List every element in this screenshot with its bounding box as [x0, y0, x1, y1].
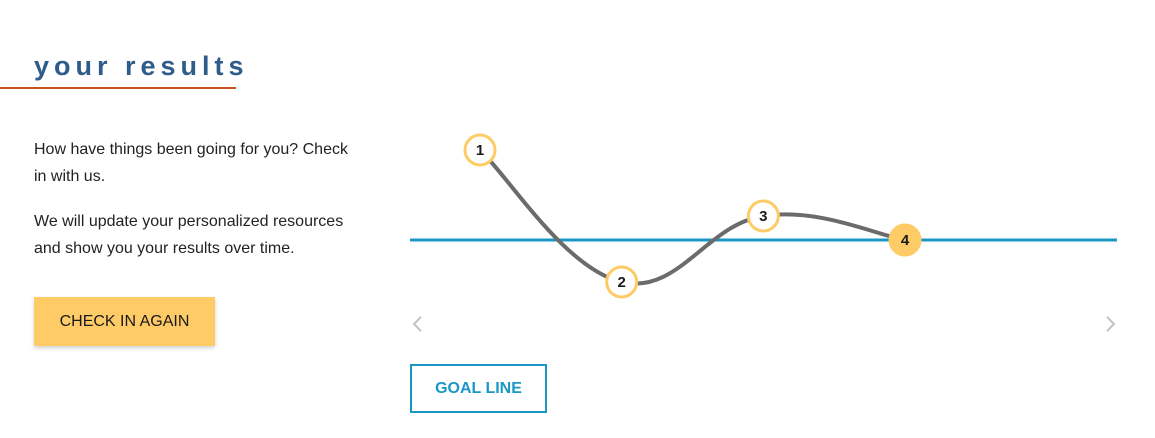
carousel-prev-button[interactable]	[407, 310, 429, 338]
intro-paragraph-1: How have things been going for you? Chec…	[34, 141, 348, 185]
chevron-right-icon	[1106, 316, 1116, 332]
intro-paragraph-2: We will update your personalized resourc…	[34, 213, 344, 257]
chevron-left-icon	[412, 316, 422, 332]
data-point-marker	[888, 223, 922, 257]
check-in-again-button[interactable]: CHECK IN AGAIN	[34, 297, 215, 346]
data-point-label: 2	[617, 274, 625, 291]
data-point-label: 3	[759, 208, 767, 225]
data-point-label: 4	[901, 232, 910, 249]
data-point-marker	[746, 199, 780, 233]
data-point-label: 1	[476, 142, 484, 159]
data-point-marker	[463, 133, 497, 167]
data-point-marker	[605, 265, 639, 299]
intro-text: How have things been going for you? Chec…	[34, 136, 364, 280]
carousel-next-button[interactable]	[1099, 310, 1121, 338]
title-underline	[0, 87, 236, 89]
results-chart: 1 2 3 4	[410, 133, 1117, 299]
series-line	[478, 148, 907, 286]
goal-line-button[interactable]: GOAL LINE	[410, 364, 547, 413]
page-title: your results	[34, 51, 249, 81]
